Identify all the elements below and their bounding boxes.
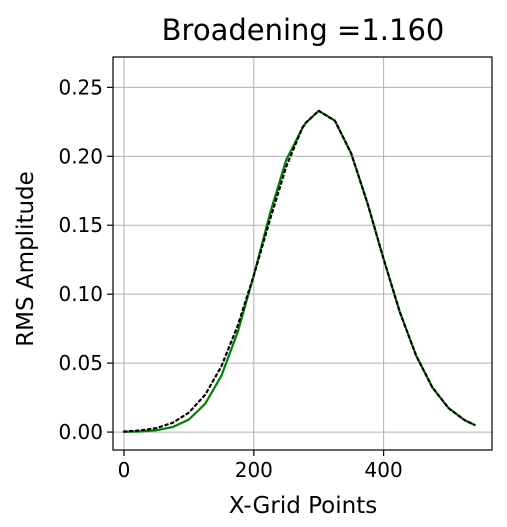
grid	[113, 57, 492, 450]
y-tick-label: 0.05	[58, 351, 103, 375]
y-tick-label: 0.10	[58, 282, 103, 306]
plot-lines	[122, 109, 476, 433]
y-tick-label: 0.00	[58, 420, 103, 444]
y-tick-label: 0.15	[58, 213, 103, 237]
y-axis-label: RMS Amplitude	[13, 171, 39, 347]
chart-title: Broadening =1.160	[162, 13, 445, 47]
axis-ticks: 0 200 400 0.00 0.05 0.10 0.15 0.20 0.25	[58, 75, 402, 482]
x-tick-label: 400	[365, 458, 403, 482]
x-tick-label: 200	[235, 458, 273, 482]
series-line-dotted	[122, 109, 476, 433]
x-axis-label: X-Grid Points	[229, 493, 377, 519]
x-tick-label: 0	[118, 458, 131, 482]
y-tick-label: 0.25	[58, 75, 103, 99]
y-tick-label: 0.20	[58, 144, 103, 168]
plot-frame	[112, 56, 493, 451]
